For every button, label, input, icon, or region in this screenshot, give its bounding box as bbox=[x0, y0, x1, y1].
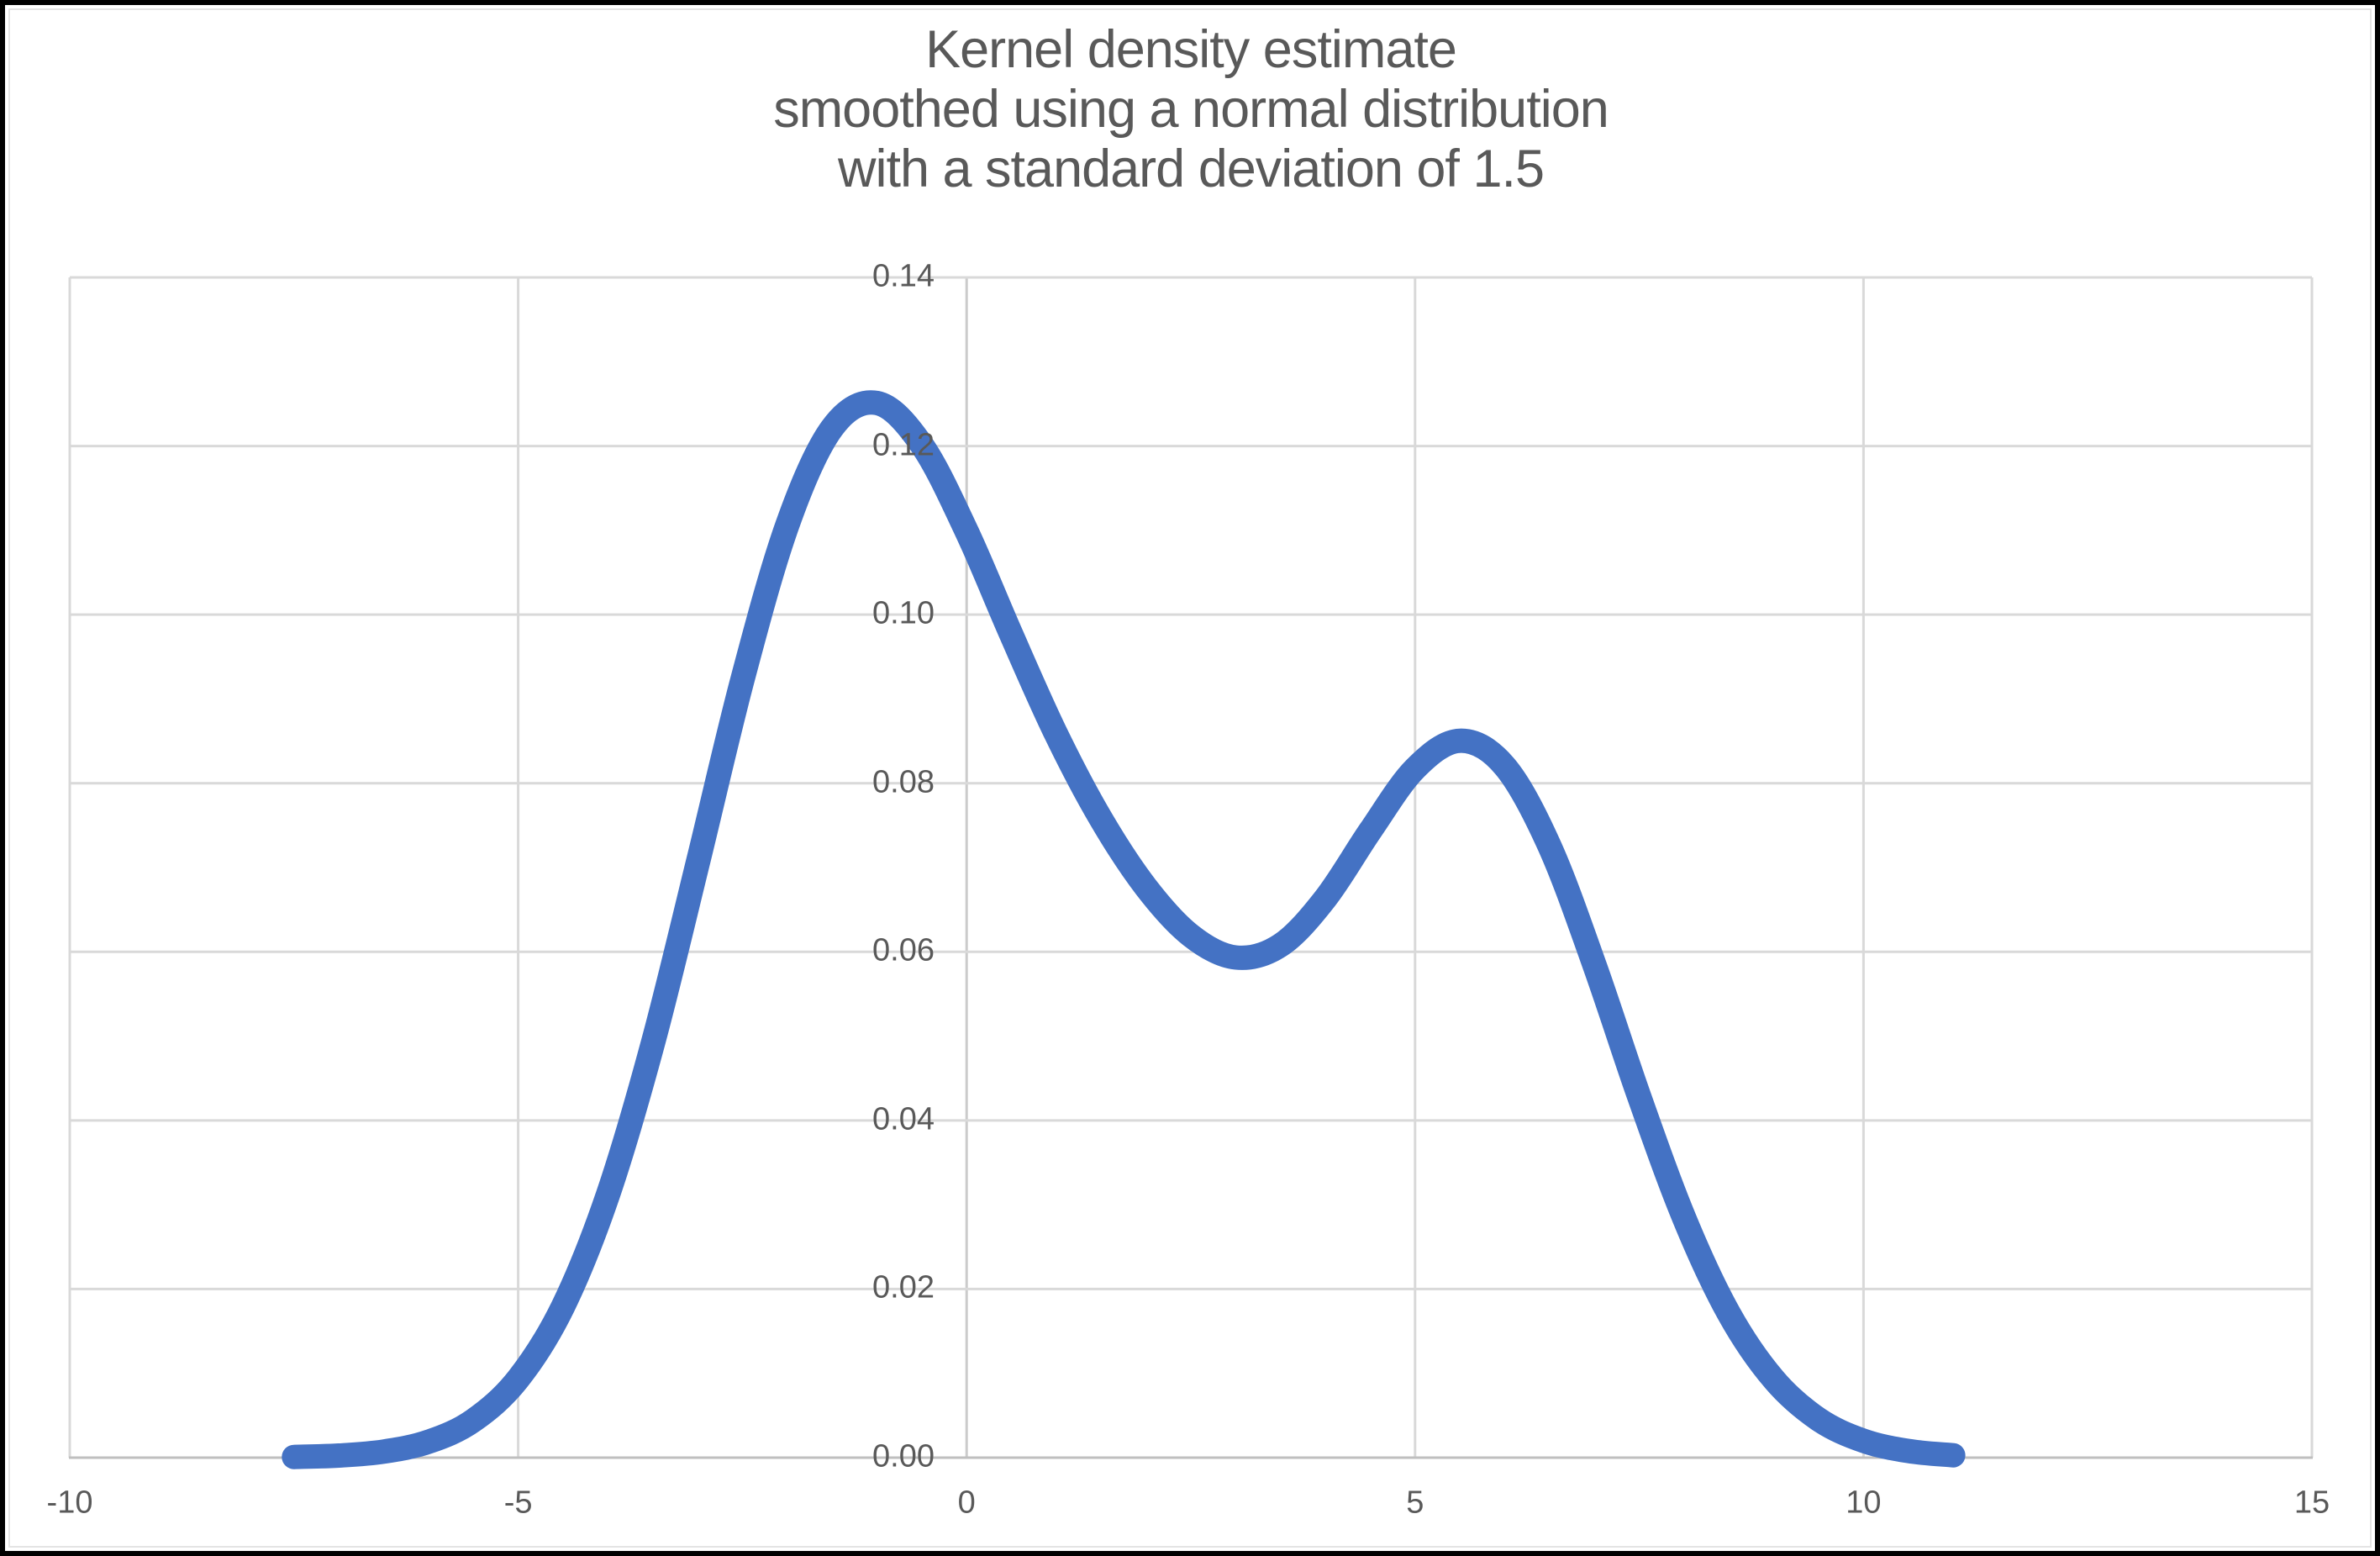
y-tick-label-0.12: 0.12 bbox=[872, 427, 935, 463]
chart-title-line-1: Kernel density estimate bbox=[925, 20, 1457, 79]
y-tick-label-0.08: 0.08 bbox=[872, 764, 935, 800]
x-tick-label-0: 0 bbox=[957, 1485, 976, 1521]
y-tick-label-0.02: 0.02 bbox=[872, 1270, 935, 1306]
kde-curve-group bbox=[282, 390, 1966, 1469]
y-tick-label-0.04: 0.04 bbox=[872, 1101, 935, 1137]
x-tick-label--10: -10 bbox=[46, 1485, 93, 1521]
x-tick-label-5: 5 bbox=[1406, 1485, 1424, 1521]
x-tick-label--5: -5 bbox=[503, 1485, 533, 1521]
kde-curve bbox=[282, 390, 1966, 1469]
x-tick-label-15: 15 bbox=[2293, 1485, 2330, 1521]
y-tick-label-0.00: 0.00 bbox=[872, 1438, 935, 1474]
gridlines bbox=[68, 276, 2314, 1458]
chart-title-line-3: with a standard deviation of 1.5 bbox=[837, 140, 1545, 198]
chart-title: Kernel density estimate smoothed using a… bbox=[70, 20, 2312, 199]
x-tick-label-10: 10 bbox=[1846, 1485, 1882, 1521]
y-tick-label-0.10: 0.10 bbox=[872, 595, 935, 631]
chart-area-border bbox=[8, 8, 2372, 1548]
y-tick-label-0.14: 0.14 bbox=[872, 258, 935, 294]
y-tick-label-0.06: 0.06 bbox=[872, 932, 935, 968]
chart-title-line-2: smoothed using a normal distribution bbox=[773, 80, 1609, 139]
